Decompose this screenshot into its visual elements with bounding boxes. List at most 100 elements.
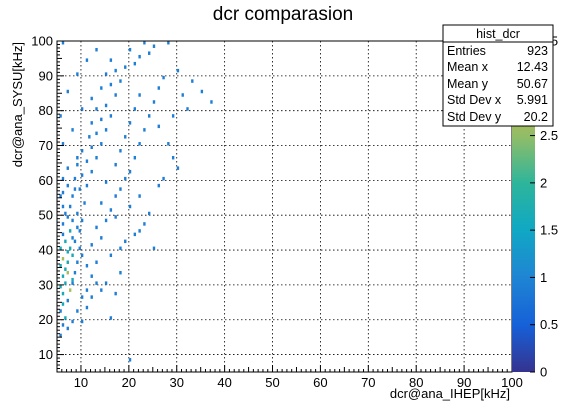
stats-label: Std Dev x xyxy=(447,93,502,107)
heatmap-cell xyxy=(148,211,151,216)
heatmap-cell xyxy=(68,288,72,292)
heatmap-cell xyxy=(133,232,137,237)
heatmap-cell xyxy=(73,270,77,275)
heatmap-cell xyxy=(76,162,79,167)
heatmap-cell xyxy=(59,309,62,313)
heatmap-cell xyxy=(167,142,170,146)
heatmap-cell xyxy=(90,169,93,174)
stats-label: Mean x xyxy=(447,60,489,74)
y-tick-label: 40 xyxy=(39,243,53,258)
heatmap-cell xyxy=(133,61,137,66)
heatmap-cell xyxy=(71,281,74,285)
heatmap-cell xyxy=(114,93,117,97)
heatmap-cell xyxy=(85,288,89,292)
heatmap-cell xyxy=(64,239,67,244)
heatmap-cell xyxy=(61,274,65,278)
heatmap-cell xyxy=(66,183,69,188)
heatmap-cell xyxy=(100,201,103,205)
stats-value: 50.67 xyxy=(517,77,548,91)
heatmap-cell xyxy=(85,159,89,163)
heatmap-cell xyxy=(66,260,69,264)
heatmap-cell xyxy=(128,204,132,209)
heatmap-cell xyxy=(64,267,67,271)
heatmap-cell xyxy=(124,239,127,244)
heatmap-cell xyxy=(85,183,89,188)
heatmap-cell xyxy=(71,253,74,258)
heatmap-cell xyxy=(61,302,65,306)
x-tick-label: 60 xyxy=(313,375,327,390)
heatmap-cell xyxy=(61,176,65,181)
heatmap-cell xyxy=(186,107,189,111)
heatmap-cell xyxy=(124,176,127,181)
heatmap-cell xyxy=(71,319,74,324)
heatmap-cell xyxy=(152,246,156,251)
heatmap-cell xyxy=(68,204,72,209)
heatmap-cell xyxy=(124,65,127,69)
heatmap-cell xyxy=(90,295,93,299)
stats-value: 5.991 xyxy=(517,93,548,107)
y-tick-label: 100 xyxy=(31,34,53,49)
y-tick-label: 60 xyxy=(39,173,53,188)
heatmap-cell xyxy=(138,142,141,146)
heatmap-cell xyxy=(119,149,122,153)
heatmap-cell xyxy=(100,117,103,122)
heatmap-cell xyxy=(90,274,93,278)
heatmap-cell xyxy=(59,284,62,289)
heatmap-cell xyxy=(68,229,72,233)
heatmap-cell xyxy=(114,215,117,219)
heatmap-cell xyxy=(119,187,122,191)
heatmap-cell xyxy=(200,89,204,94)
heatmap-cell xyxy=(61,222,65,226)
y-tick-label: 20 xyxy=(39,312,53,327)
heatmap-cell xyxy=(76,72,79,76)
heatmap-cell xyxy=(138,54,141,59)
heatmap-cell xyxy=(61,257,65,261)
heatmap-cell xyxy=(128,47,132,52)
colorbar-tick-label: 2 xyxy=(540,175,547,190)
heatmap-cell xyxy=(152,100,156,104)
x-tick-label: 50 xyxy=(265,375,279,390)
stats-value: 12.43 xyxy=(517,60,548,74)
heatmap-cell xyxy=(114,194,117,198)
heatmap-cell xyxy=(71,194,74,198)
heatmap-cell xyxy=(119,270,122,275)
y-tick-label: 50 xyxy=(39,208,53,223)
x-tick-label: 30 xyxy=(170,375,184,390)
stats-value: 20.2 xyxy=(524,110,548,124)
heatmap-cell xyxy=(61,323,65,327)
heatmap-cell xyxy=(85,58,89,62)
heatmap-cell xyxy=(124,135,127,139)
heatmap-cell xyxy=(80,319,84,324)
heatmap-cell xyxy=(90,145,93,150)
heatmap-cell xyxy=(128,169,132,174)
heatmap-cell xyxy=(119,246,122,251)
heatmap-cell xyxy=(66,89,69,94)
heatmap-cell xyxy=(66,298,69,303)
heatmap-cell xyxy=(133,155,137,160)
heatmap-cell xyxy=(73,187,77,191)
heatmap-cell xyxy=(66,270,69,275)
y-tick-label: 10 xyxy=(39,347,53,362)
colorbar-tick-label: 2.5 xyxy=(540,128,558,143)
heatmap-cell xyxy=(61,190,65,195)
heatmap-cell xyxy=(114,291,117,296)
heatmap-cell xyxy=(90,243,93,247)
y-axis-title: dcr@ana_SYSU[kHz] xyxy=(10,42,25,167)
heatmap-cell xyxy=(71,277,74,282)
heatmap-cell xyxy=(157,183,160,188)
x-axis-title: dcr@ana_IHEP[kHz] xyxy=(390,386,510,401)
heatmap-cell xyxy=(76,260,79,264)
heatmap-cell xyxy=(83,201,86,205)
heatmap-cell xyxy=(80,149,84,153)
heatmap-cell xyxy=(176,166,180,170)
heatmap-cell xyxy=(78,246,81,251)
axis-ticks: 10 20 30 40 50 60 70 80 90 100 10 20 30 40 50 60 70 80 90 1… xyxy=(31,34,523,391)
heatmap-cell xyxy=(181,93,184,97)
heatmap-cell xyxy=(66,215,69,219)
stats-label: Mean y xyxy=(447,77,489,91)
heatmap-cell xyxy=(95,47,98,52)
x-tick-label: 70 xyxy=(361,375,375,390)
heatmap-cell xyxy=(143,128,146,132)
heatmap-cell xyxy=(104,180,108,184)
